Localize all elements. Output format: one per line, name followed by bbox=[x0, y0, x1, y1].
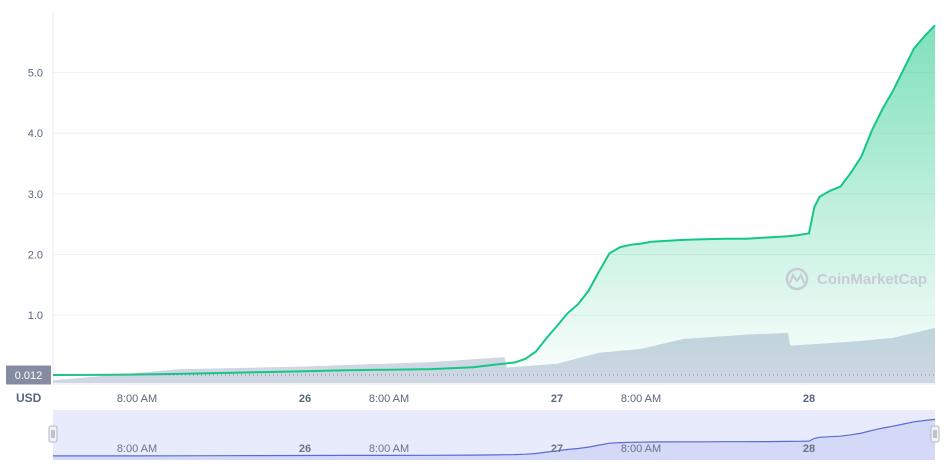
y-axis-ticks: 5.0 4.0 3.0 2.0 1.0 bbox=[28, 68, 43, 322]
navigator-tick-label: 26 bbox=[299, 443, 311, 455]
coinmarketcap-logo-icon bbox=[785, 267, 809, 291]
watermark-text: CoinMarketCap bbox=[817, 271, 927, 288]
navigator-handle-right[interactable] bbox=[930, 425, 940, 443]
x-tick-label: 8:00 AM bbox=[117, 393, 157, 405]
x-tick-label: 8:00 AM bbox=[621, 393, 661, 405]
x-axis-ticks: 8:00 AM 26 8:00 AM 27 8:00 AM 28 bbox=[53, 383, 935, 405]
navigator-line bbox=[53, 418, 936, 457]
navigator-tick-label: 28 bbox=[803, 443, 815, 455]
y-tick-label: 5.0 bbox=[28, 68, 43, 80]
x-tick-label: 8:00 AM bbox=[369, 393, 409, 405]
x-tick-label: 28 bbox=[803, 393, 815, 405]
navigator-series bbox=[53, 418, 936, 460]
y-tick-label: 4.0 bbox=[28, 128, 43, 140]
price-series-line bbox=[52, 24, 936, 376]
navigator-tick-label: 8:00 AM bbox=[621, 443, 661, 455]
price-area-fill bbox=[53, 25, 935, 376]
navigator-handle-left[interactable] bbox=[48, 425, 58, 443]
y-tick-label: 1.0 bbox=[28, 310, 43, 322]
current-price-badge bbox=[6, 365, 51, 385]
watermark: CoinMarketCap bbox=[785, 267, 927, 291]
navigator-ticks: 8:00 AM 26 8:00 AM 27 8:00 AM 28 bbox=[117, 443, 815, 455]
y-tick-label: 2.0 bbox=[28, 249, 43, 261]
y-unit-label: USD bbox=[16, 391, 42, 405]
x-tick-label: 26 bbox=[299, 393, 311, 405]
range-navigator[interactable]: 8:00 AM 26 8:00 AM 27 8:00 AM 28 bbox=[48, 410, 940, 460]
grid-lines bbox=[52, 12, 935, 383]
y-tick-label: 3.0 bbox=[28, 189, 43, 201]
price-line bbox=[52, 24, 936, 376]
current-price-marker: 0.012 bbox=[6, 365, 935, 385]
navigator-tick-label: 8:00 AM bbox=[117, 443, 157, 455]
navigator-tick-label: 8:00 AM bbox=[369, 443, 409, 455]
current-price-label: 0.012 bbox=[15, 370, 43, 382]
logo-mark bbox=[789, 272, 805, 284]
price-area bbox=[53, 25, 935, 376]
navigator-tick-label: 27 bbox=[551, 443, 563, 455]
navigator-area bbox=[53, 419, 935, 460]
x-tick-label: 27 bbox=[551, 393, 563, 405]
